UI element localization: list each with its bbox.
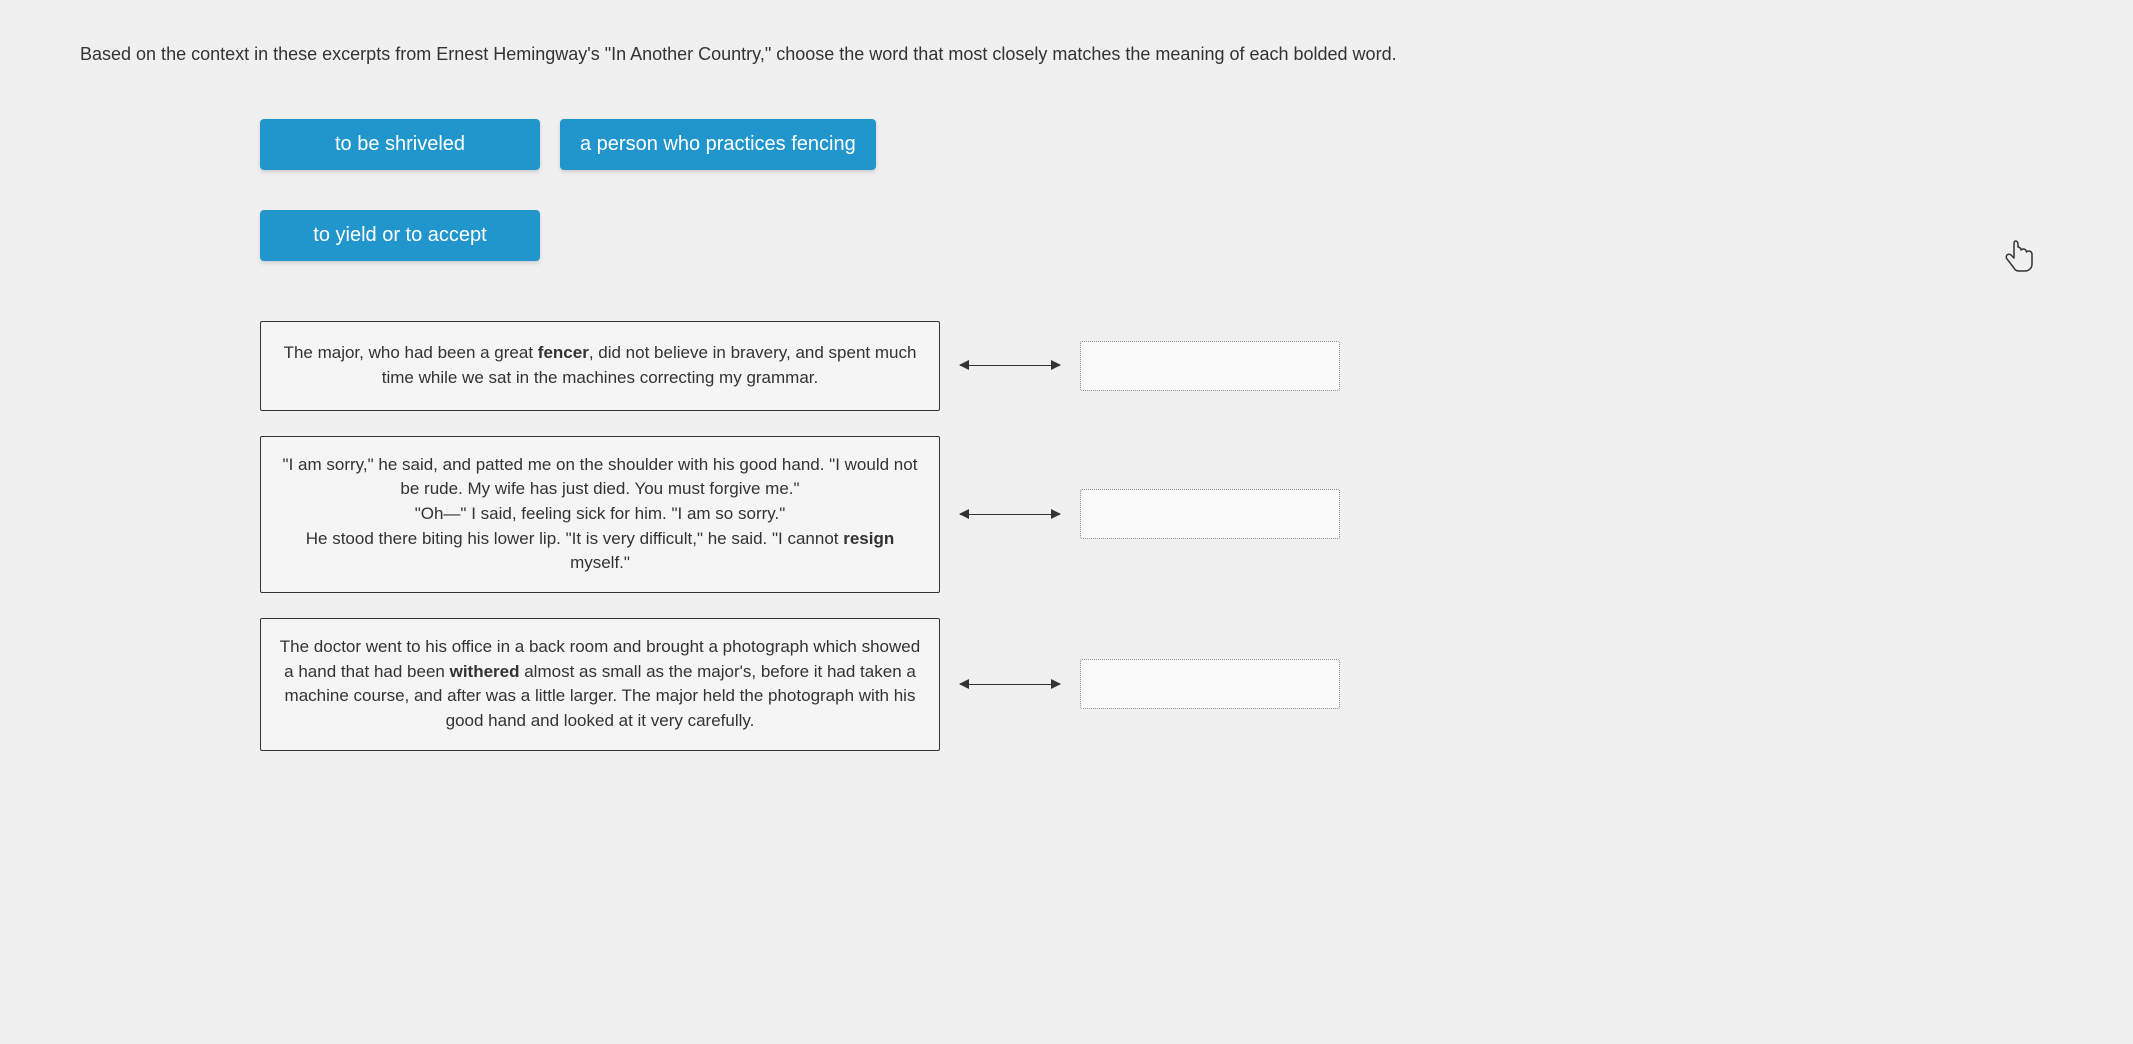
match-arrow [940, 365, 1080, 366]
options-container: to be shriveled a person who practices f… [260, 119, 2053, 261]
match-row: "I am sorry," he said, and patted me on … [260, 436, 2053, 593]
match-arrow [940, 514, 1080, 515]
matching-container: The major, who had been a great fencer, … [260, 321, 2053, 751]
excerpt-box-1: The major, who had been a great fencer, … [260, 321, 940, 411]
excerpt-text: "I am sorry," he said, and patted me on … [279, 453, 921, 576]
excerpt-text: The doctor went to his office in a back … [279, 635, 921, 734]
excerpt-box-3: The doctor went to his office in a back … [260, 618, 940, 751]
match-row: The doctor went to his office in a back … [260, 618, 2053, 751]
match-arrow [940, 684, 1080, 685]
drop-zone-2[interactable] [1080, 489, 1340, 539]
excerpt-box-2: "I am sorry," he said, and patted me on … [260, 436, 940, 593]
pointer-cursor-icon [2005, 240, 2033, 279]
option-tile-yield[interactable]: to yield or to accept [260, 210, 540, 261]
drop-zone-3[interactable] [1080, 659, 1340, 709]
option-tile-fencing[interactable]: a person who practices fencing [560, 119, 876, 170]
instructions-text: Based on the context in these excerpts f… [80, 40, 2053, 69]
drop-zone-1[interactable] [1080, 341, 1340, 391]
excerpt-text: The major, who had been a great fencer, … [279, 341, 921, 390]
option-tile-shriveled[interactable]: to be shriveled [260, 119, 540, 170]
match-row: The major, who had been a great fencer, … [260, 321, 2053, 411]
